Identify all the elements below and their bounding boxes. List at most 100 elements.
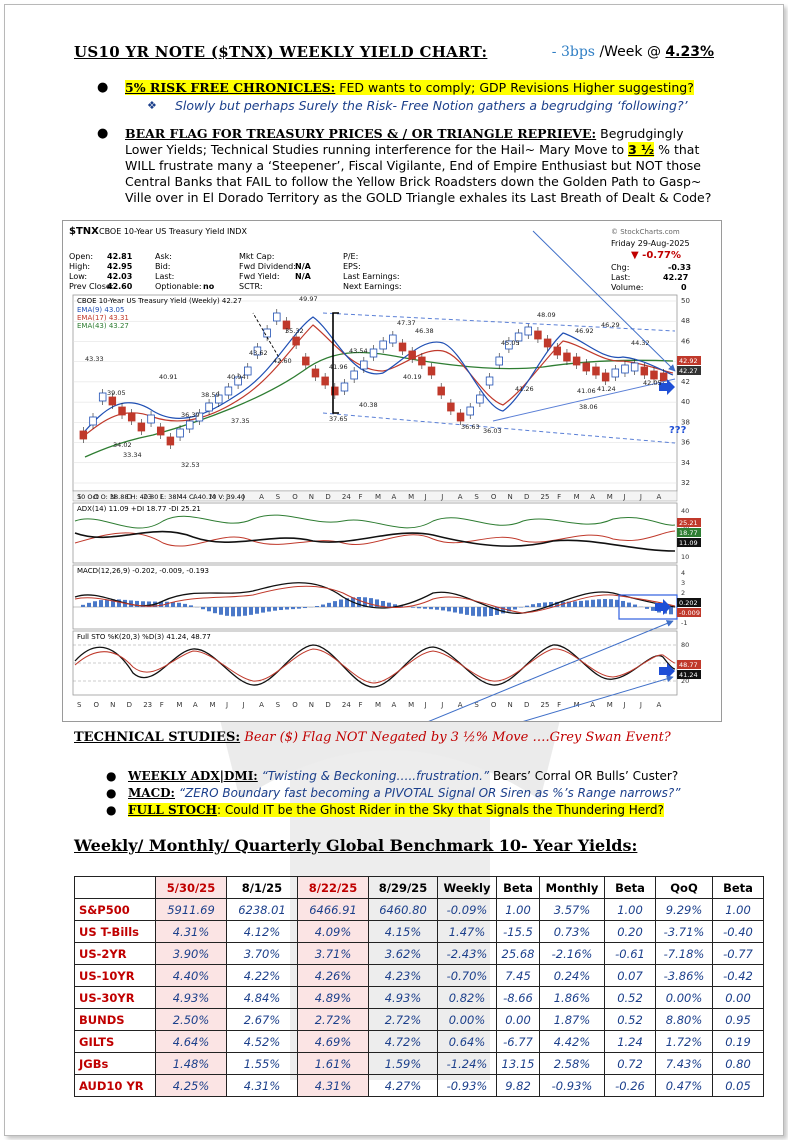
candle-body bbox=[543, 338, 552, 348]
candle-body bbox=[418, 356, 426, 366]
x-month-label: J bbox=[440, 493, 443, 501]
top-month-axis: S O N D 23 F M A M J J A S O N D 24 F M A M J J A S O N D 25 F M A M J J A bbox=[77, 493, 661, 501]
candle-body bbox=[244, 366, 252, 376]
indicator-tag-value: -0.009 bbox=[679, 609, 700, 617]
candle-body bbox=[185, 420, 194, 430]
table-cell: 0.64% bbox=[437, 1030, 497, 1053]
plus-di-line bbox=[74, 514, 676, 529]
table-cell: 9.29% bbox=[655, 898, 713, 921]
price-annotation: 32.53 bbox=[181, 461, 200, 469]
table-cell: 25.68 bbox=[496, 942, 540, 965]
table-cell: 0.00% bbox=[655, 986, 713, 1009]
macd-hist-bar bbox=[615, 599, 619, 607]
indicator-tag-box bbox=[677, 670, 701, 679]
table-cell: 4.64% bbox=[155, 1030, 227, 1053]
x-month-label: O bbox=[491, 701, 497, 709]
macd-hist-bar bbox=[117, 599, 121, 607]
price-annotation: 46.92 bbox=[575, 327, 594, 335]
macd-hist-bar bbox=[609, 599, 613, 607]
chart-symbol: $TNX bbox=[69, 226, 99, 237]
table-cell: 1.48% bbox=[155, 1052, 227, 1075]
x-month-label: M bbox=[574, 493, 580, 501]
x-month-label: J bbox=[424, 701, 427, 709]
candle-body bbox=[282, 320, 291, 330]
y-tick-label: 48 bbox=[681, 317, 690, 325]
adx-tags: 25.21 18.77 11.09 bbox=[677, 518, 701, 547]
x-month-label: J bbox=[242, 701, 245, 709]
x-month-label: M bbox=[176, 493, 182, 501]
technical-studies-list: ● WEEKLY ADX|DMI: “Twisting & Beckoning…… bbox=[106, 768, 746, 819]
macd-hist-bar bbox=[531, 604, 535, 607]
x-month-label: M bbox=[375, 701, 381, 709]
y-tick-label: 34 bbox=[681, 459, 690, 467]
y-tick-label: 3 bbox=[681, 579, 685, 587]
candle-body bbox=[524, 326, 532, 336]
row-label: US-30YR bbox=[74, 986, 156, 1009]
sto-k-line bbox=[74, 644, 676, 688]
table-cell: 4.40% bbox=[155, 964, 227, 987]
table-cell: 0.00% bbox=[437, 1008, 497, 1031]
technical-studies-header: TECHNICAL STUDIES: Bear ($) Flag NOT Neg… bbox=[74, 730, 754, 745]
vol-label: Volume: bbox=[611, 283, 643, 292]
tech-item-text: “ZERO Boundary fast becoming a PIVOTAL S… bbox=[178, 786, 681, 800]
macd-signal-line bbox=[74, 585, 676, 614]
open-label: Open: bbox=[69, 252, 93, 261]
candle-body bbox=[514, 332, 523, 342]
table-cell: 4.31% bbox=[226, 1074, 298, 1097]
y-tick-label: 4 bbox=[681, 569, 685, 577]
table-cell: 1.24 bbox=[604, 1030, 656, 1053]
macd-hist-bar bbox=[507, 607, 511, 612]
macd-hist-bar bbox=[147, 601, 151, 607]
header-cell: Weekly bbox=[437, 876, 497, 899]
x-month-label: D bbox=[127, 701, 132, 709]
sub-bullet-text: Slowly but perhaps Surely the Risk- Free… bbox=[175, 98, 688, 113]
table-cell: 0.80 bbox=[712, 1052, 764, 1075]
macd-hist-bar bbox=[237, 607, 241, 617]
technical-headline: Bear ($) Flag NOT Negated by 3 ½% Move …… bbox=[244, 730, 671, 745]
table-cell: 0.47% bbox=[655, 1074, 713, 1097]
table-row: AUD10 YR 4.25% 4.31% 4.31% 4.27% -0.93% 9.82 -0… bbox=[74, 1074, 764, 1097]
x-month-label: 24 bbox=[342, 701, 351, 709]
sto-tags: 48.77 41.24 bbox=[677, 660, 701, 679]
table-cell: -3.71% bbox=[655, 920, 713, 943]
indicator-tag-value: 25.21 bbox=[679, 519, 698, 527]
x-month-label: D bbox=[127, 493, 132, 501]
price-annotation: 41.26 bbox=[515, 385, 534, 393]
table-cell: 1.00 bbox=[496, 898, 540, 921]
price-annotation: 42.05 bbox=[643, 379, 662, 387]
table-cell: 4.23% bbox=[368, 964, 438, 987]
x-month-label: A bbox=[392, 493, 397, 501]
price-annotation: 41.96 bbox=[329, 363, 348, 371]
macd-hist-bar bbox=[369, 598, 373, 607]
candle-body bbox=[582, 362, 591, 372]
macd-hist-bar bbox=[471, 607, 475, 616]
macd-hist-bar bbox=[105, 599, 109, 607]
bps-change: - 3bps bbox=[551, 44, 595, 60]
candle-body bbox=[108, 396, 117, 406]
candle-body bbox=[137, 422, 146, 432]
price-annotation: 41.06 bbox=[577, 387, 596, 395]
table-cell: 3.70% bbox=[226, 942, 298, 965]
week-label: /Week @ bbox=[599, 44, 661, 60]
header-cell: 8/1/25 bbox=[226, 876, 298, 899]
prev-value: 42.60 bbox=[107, 282, 133, 291]
low-value: 42.03 bbox=[107, 272, 132, 281]
macd-hist-bar bbox=[357, 597, 361, 607]
macd-hist-bar bbox=[591, 599, 595, 607]
header-cell: 8/22/25 bbox=[297, 876, 369, 899]
candle-body bbox=[379, 340, 387, 350]
pointer-line-sto bbox=[522, 675, 674, 721]
indicator-tag-box bbox=[677, 538, 701, 547]
price-annotation: 43.62 bbox=[249, 349, 268, 357]
price-annotation: 40.38 bbox=[359, 401, 378, 409]
flag-pole-bracket bbox=[332, 312, 339, 414]
table-cell: 0.52 bbox=[604, 986, 656, 1009]
price-annotation: 48.09 bbox=[537, 311, 556, 319]
candle-body bbox=[147, 414, 155, 424]
x-month-label: O bbox=[292, 701, 298, 709]
pointer-line-top bbox=[532, 230, 676, 372]
table-cell: 4.12% bbox=[226, 920, 298, 943]
macd-hist-bar bbox=[483, 607, 487, 617]
macd-hist-bar bbox=[417, 607, 421, 609]
x-month-label: N bbox=[110, 493, 115, 501]
